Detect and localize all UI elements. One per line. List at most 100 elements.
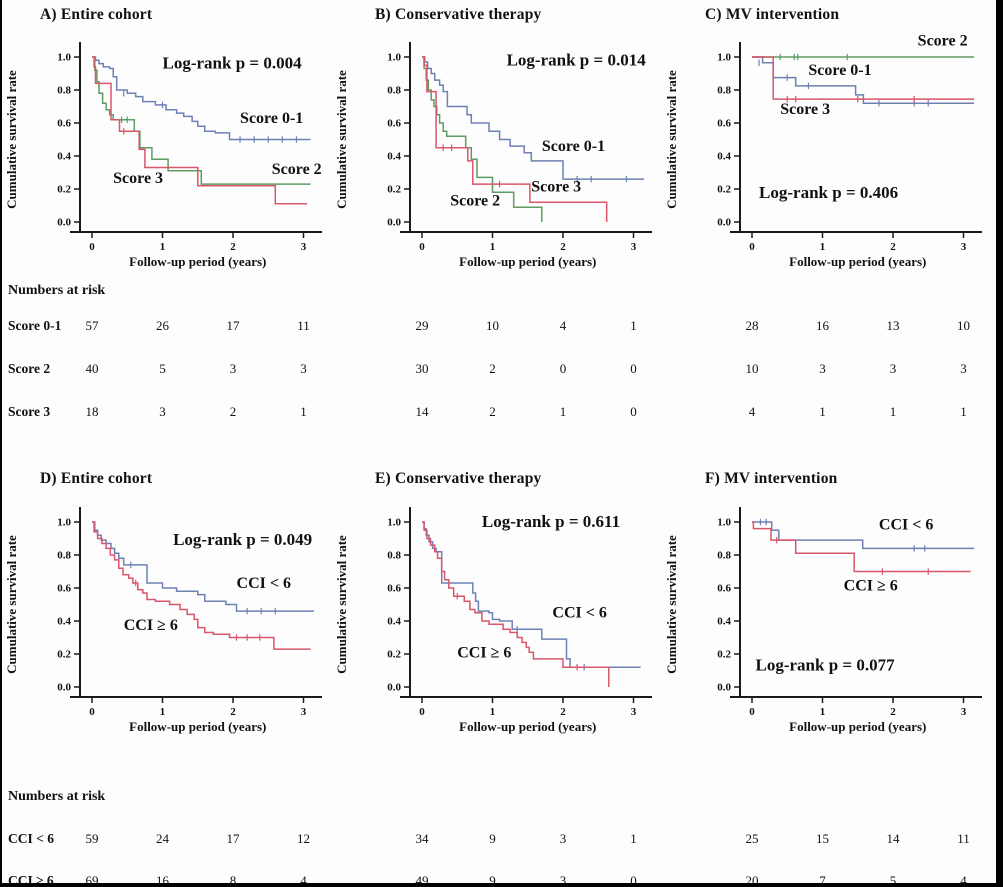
x-tick-label: 0 — [89, 241, 95, 253]
km-chart-conservative-score: 0.0 0.2 0.4 0.6 0.8 1.0 0 1 2 3 Follow-up period (… — [334, 42, 652, 269]
km-chart-entire-cohort-score: 0.0 0.2 0.4 0.6 0.8 1.0 0 1 2 3 Follow-up period (… — [4, 42, 322, 269]
x-tick-label: 3 — [301, 241, 307, 253]
series-line — [92, 56, 307, 205]
risk-count: 57 — [85, 318, 99, 333]
risk-row: Score 0-1 57 26 17 11 29 10 4 1 28 16 13 10 — [0, 318, 1003, 338]
series-line — [422, 56, 645, 180]
series-line — [92, 521, 311, 650]
risk-count: 59 — [85, 831, 99, 846]
x-tick-label: 3 — [301, 706, 307, 718]
x-tick-label: 2 — [560, 706, 566, 718]
y-tick-label: 0.6 — [387, 118, 401, 130]
screenshot-edge-left — [0, 0, 2, 887]
series-line — [422, 56, 608, 222]
risk-count: 0 — [630, 361, 637, 376]
x-tick-label: 1 — [490, 706, 496, 718]
risk-count: 11 — [297, 318, 310, 333]
risk-count: 3 — [229, 361, 237, 376]
y-axis-title: Cumulative survival rate — [334, 535, 349, 674]
risk-row-label: Score 2 — [8, 361, 51, 376]
x-axis-title: Follow-up period (years) — [789, 254, 926, 269]
y-tick-label: 1.0 — [57, 517, 71, 529]
risk-count: 17 — [226, 318, 240, 333]
risk-count: 1 — [559, 404, 567, 419]
risk-count: 11 — [957, 831, 970, 846]
y-tick-label: 0.8 — [387, 85, 401, 97]
log-rank-annotation: Log-rank p = 0.611 — [482, 512, 620, 531]
series-label: Score 0-1 — [240, 110, 303, 127]
risk-count: 4 — [960, 873, 967, 887]
log-rank-annotation: Log-rank p = 0.077 — [756, 656, 896, 675]
risk-count: 4 — [748, 404, 756, 419]
risk-count: 25 — [745, 831, 759, 846]
risk-count: 9 — [489, 873, 496, 887]
x-tick-label: 2 — [560, 241, 566, 253]
y-tick-label: 0.2 — [387, 184, 401, 196]
risk-table-heading: Numbers at risk — [8, 789, 106, 804]
risk-count: 1 — [960, 404, 967, 419]
risk-count: 4 — [559, 318, 567, 333]
x-tick-label: 3 — [961, 706, 967, 718]
risk-count: 16 — [816, 318, 829, 333]
risk-count: 2 — [229, 404, 237, 419]
series-label: Score 2 — [272, 161, 322, 178]
risk-table-score: Numbers at risk Score 0-1 57 26 17 11 29 10 4 1 2… — [0, 275, 1003, 435]
log-rank-annotation: Log-rank p = 0.049 — [173, 530, 312, 549]
y-tick-label: 0.8 — [57, 550, 71, 562]
series-label: Score 0-1 — [808, 62, 871, 79]
screenshot-edge-bottom — [0, 883, 1003, 887]
y-tick-label: 0.2 — [717, 184, 731, 196]
risk-count: 18 — [85, 404, 99, 419]
y-tick-label: 0.6 — [57, 583, 71, 595]
panel-title-d: D) Entire cohort — [40, 470, 153, 487]
risk-count: 3 — [300, 361, 307, 376]
series-label: CCI < 6 — [879, 516, 933, 533]
risk-count: 8 — [229, 873, 237, 887]
risk-count: 28 — [745, 318, 759, 333]
x-tick-label: 1 — [160, 706, 166, 718]
risk-row: Score 2 40 5 3 3 30 2 0 0 10 3 3 3 — [0, 361, 1003, 381]
x-tick-label: 0 — [749, 241, 755, 253]
risk-table-cci: Numbers at risk CCI < 6 59 24 17 12 34 9 3 1 25 15… — [0, 781, 1003, 887]
x-tick-label: 2 — [890, 241, 896, 253]
risk-count: 9 — [489, 831, 496, 846]
risk-count: 10 — [957, 318, 970, 333]
risk-count: 1 — [630, 318, 637, 333]
y-tick-label: 0.0 — [717, 682, 731, 694]
panel-title-a: A) Entire cohort — [40, 6, 153, 23]
risk-row-label: Score 0-1 — [8, 318, 62, 333]
x-axis-title: Follow-up period (years) — [789, 719, 926, 734]
x-axis-title: Follow-up period (years) — [459, 719, 596, 734]
risk-count: 10 — [745, 361, 759, 376]
km-chart-entire-cohort-cci: 0.0 0.2 0.4 0.6 0.8 1.0 0 1 2 3 Follow-up period (… — [4, 507, 322, 734]
series-label: CCI < 6 — [552, 605, 606, 622]
y-tick-label: 0.6 — [387, 583, 401, 595]
x-axis-title: Follow-up period (years) — [129, 254, 266, 269]
panel-title-f: F) MV intervention — [705, 470, 838, 487]
x-tick-label: 1 — [820, 241, 826, 253]
x-tick-label: 2 — [230, 241, 236, 253]
risk-count: 1 — [630, 831, 637, 846]
risk-count: 1 — [300, 404, 307, 419]
km-chart-conservative-cci: 0.0 0.2 0.4 0.6 0.8 1.0 0 1 2 3 Follow-up period (… — [334, 507, 652, 734]
risk-count: 5 — [889, 873, 897, 887]
x-tick-label: 1 — [490, 241, 496, 253]
risk-count: 14 — [886, 831, 900, 846]
risk-count: 17 — [226, 831, 240, 846]
y-tick-label: 0.0 — [387, 217, 401, 229]
x-axis-title: Follow-up period (years) — [459, 254, 596, 269]
risk-count: 30 — [415, 361, 429, 376]
risk-count: 3 — [159, 404, 166, 419]
risk-count: 0 — [630, 404, 637, 419]
x-tick-label: 0 — [419, 241, 425, 253]
y-tick-label: 0.0 — [717, 217, 731, 229]
y-tick-label: 0.8 — [387, 550, 401, 562]
screenshot-edge-right — [996, 0, 1003, 887]
risk-row: Score 3 18 3 2 1 14 2 1 0 4 1 1 1 — [0, 404, 1003, 424]
y-axis-title: Cumulative survival rate — [4, 70, 19, 209]
risk-count: 29 — [415, 318, 429, 333]
series-label: CCI ≥ 6 — [844, 577, 898, 594]
y-tick-label: 1.0 — [387, 52, 401, 64]
y-tick-label: 0.2 — [387, 649, 401, 661]
